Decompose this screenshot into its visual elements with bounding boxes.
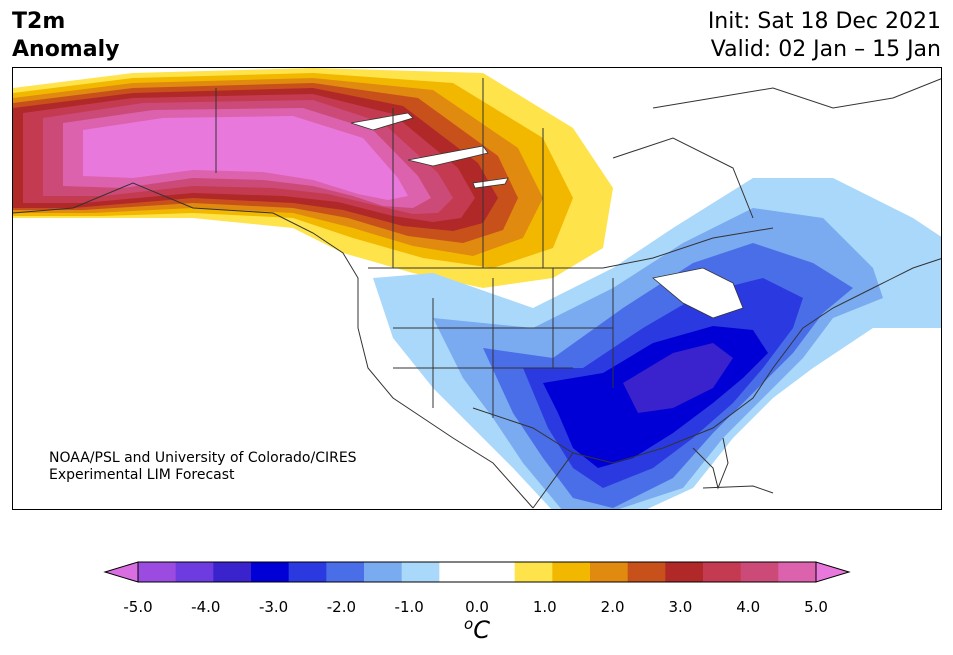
colorbar-segment bbox=[326, 562, 365, 582]
colorbar-segment bbox=[364, 562, 403, 582]
cold-anomaly-region bbox=[373, 178, 941, 509]
title-line-1: T2m bbox=[12, 9, 66, 34]
valid-range: Valid: 02 Jan – 15 Jan bbox=[710, 37, 941, 62]
canada-us-border bbox=[368, 227, 774, 269]
lakes bbox=[350, 112, 744, 319]
anomaly-map bbox=[12, 67, 942, 510]
colorbar-tick-label: 1.0 bbox=[532, 598, 557, 616]
colorbar-segment bbox=[627, 562, 666, 582]
colorbar-tick-label: -2.0 bbox=[326, 598, 357, 616]
cuba bbox=[702, 485, 774, 494]
credit-line-1: NOAA/PSL and University of Colorado/CIRE… bbox=[49, 450, 357, 466]
colorbar-segment bbox=[590, 562, 629, 582]
unit-degree: o bbox=[464, 615, 474, 633]
credit-line-2: Experimental LIM Forecast bbox=[49, 467, 235, 483]
colorbar-segment bbox=[138, 562, 177, 582]
colorbar-segment bbox=[175, 562, 214, 582]
forecast-dates: Init: Sat 18 Dec 2021 Valid: 02 Jan – 15… bbox=[708, 8, 941, 64]
warm-level-9 bbox=[83, 116, 408, 200]
florida bbox=[692, 437, 729, 490]
colorbar bbox=[103, 561, 851, 583]
colorbar-segment bbox=[665, 562, 704, 582]
colorbar-segment bbox=[778, 562, 817, 582]
province-borders bbox=[392, 78, 544, 268]
lake-great-bear bbox=[350, 112, 414, 131]
colorbar-tick-label: -1.0 bbox=[394, 598, 424, 616]
colorbar-segment bbox=[213, 562, 252, 582]
init-date: Init: Sat 18 Dec 2021 bbox=[707, 9, 941, 34]
boundaries bbox=[13, 78, 941, 509]
west-coastline bbox=[13, 182, 534, 509]
map-canvas bbox=[13, 68, 941, 509]
colorbar-segment bbox=[401, 562, 440, 582]
east-coastline bbox=[532, 258, 941, 509]
colorbar-tick-label: 2.0 bbox=[600, 598, 625, 616]
lake-athabasca bbox=[472, 177, 509, 189]
unit-symbol: C bbox=[473, 616, 490, 644]
cold-level-6 bbox=[623, 343, 733, 413]
colorbar-tick-label: 0.0 bbox=[465, 598, 489, 616]
unit-label: oC bbox=[464, 615, 490, 644]
colorbar-tick-label: -4.0 bbox=[191, 598, 221, 616]
colorbar-segment bbox=[477, 562, 516, 582]
great-lakes bbox=[652, 267, 744, 319]
colorbar-tick-label: 3.0 bbox=[668, 598, 693, 616]
colorbar-under-arrow bbox=[103, 561, 139, 583]
colorbar-segment bbox=[703, 562, 742, 582]
colorbar-tick-label: -3.0 bbox=[258, 598, 289, 616]
colorbar-segments bbox=[138, 562, 817, 582]
colorbar-segment bbox=[740, 562, 779, 582]
map-title: T2m Anomaly bbox=[12, 8, 119, 64]
warm-anomaly-region bbox=[13, 68, 613, 288]
colorbar-tick-label: 4.0 bbox=[736, 598, 761, 616]
title-line-2: Anomaly bbox=[12, 37, 120, 62]
colorbar-segment bbox=[552, 562, 591, 582]
colorbar-segment bbox=[439, 562, 478, 582]
colorbar-tick-label: -5.0 bbox=[123, 598, 153, 616]
colorbar-over-arrow bbox=[815, 561, 851, 583]
colorbar-segment bbox=[288, 562, 327, 582]
colorbar-segment bbox=[514, 562, 553, 582]
lake-great-slave bbox=[407, 145, 489, 167]
state-borders bbox=[393, 268, 614, 418]
colorbar-outline bbox=[137, 561, 817, 583]
colorbar-segment bbox=[251, 562, 290, 582]
colorbar-tick-label: 5.0 bbox=[804, 598, 828, 616]
credit-text: NOAA/PSL and University of Colorado/CIRE… bbox=[49, 450, 357, 484]
arctic-coastline bbox=[612, 78, 941, 219]
